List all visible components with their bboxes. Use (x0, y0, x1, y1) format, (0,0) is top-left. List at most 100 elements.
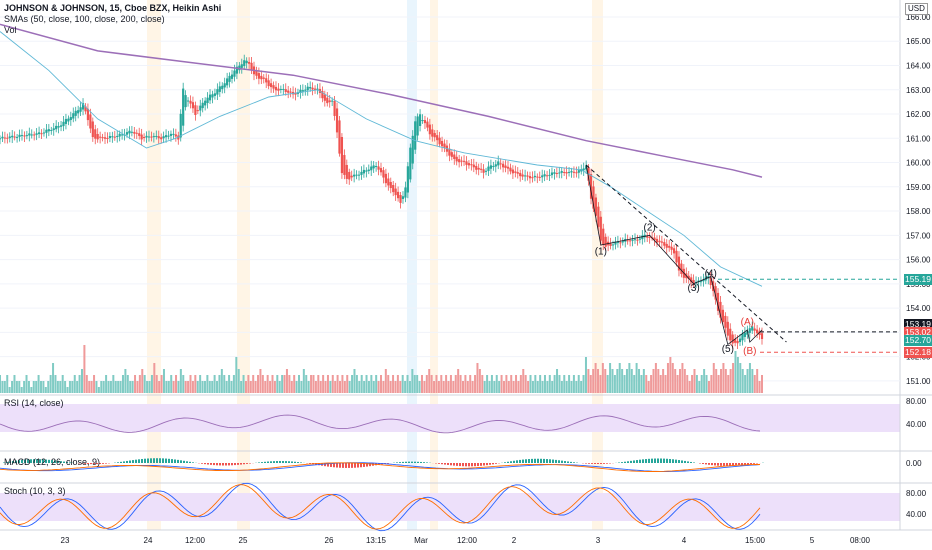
macd-histogram-bar (150, 458, 152, 463)
macd-histogram-bar (738, 463, 740, 466)
candle-body (228, 75, 231, 82)
macd-histogram-bar (351, 463, 353, 468)
volume-bar (194, 375, 197, 393)
macd-histogram-bar (117, 462, 119, 463)
candle-body (279, 88, 282, 90)
volume-bar (252, 375, 255, 393)
volume-bar (281, 375, 284, 393)
volume-bar (172, 381, 175, 393)
macd-histogram-bar (48, 459, 50, 463)
volume-bar (560, 381, 563, 393)
volume-bar (360, 375, 363, 393)
candle-body (365, 170, 368, 172)
volume-bar (611, 369, 614, 393)
indicator-panes (0, 414, 764, 532)
macd-histogram-bar (87, 463, 89, 464)
candle-body (35, 133, 38, 135)
volume-bar (124, 369, 127, 393)
macd-histogram-bar (399, 462, 401, 463)
candle-body (338, 120, 341, 154)
volume-bar (131, 381, 134, 393)
candle-body (235, 66, 239, 74)
macd-histogram-bar (495, 463, 497, 464)
stoch-tick-label: 40.00 (906, 510, 927, 519)
volume-bar (54, 375, 57, 393)
macd-histogram-bar (522, 459, 524, 463)
candle-body (313, 88, 317, 90)
volume-bar (650, 375, 653, 393)
candle-body (404, 187, 407, 198)
macd-histogram-bar (261, 462, 263, 463)
volume-bar (490, 375, 493, 393)
macd-label: MACD (12, 26, close, 9) (4, 457, 101, 467)
volume-bar (592, 369, 595, 393)
macd-histogram-bar (207, 463, 209, 465)
volume-bar (404, 381, 407, 393)
candle-body (116, 135, 119, 138)
volume-bar (105, 375, 108, 393)
macd-histogram-bar (327, 463, 329, 467)
candle-body (267, 80, 270, 87)
macd-histogram-bar (453, 463, 455, 466)
candle-body (426, 121, 429, 128)
candle-body (37, 132, 41, 135)
time-tick-label: 08:00 (850, 536, 871, 545)
volume-bar (343, 381, 346, 393)
candle-body (233, 70, 236, 77)
candle-body (616, 241, 620, 244)
volume-bar (27, 381, 30, 393)
volume-bar (66, 387, 69, 393)
volume-bar (249, 381, 252, 393)
volume-bar (717, 375, 720, 393)
candle-body (453, 154, 456, 160)
volume-bar (78, 375, 81, 393)
volume-bar (597, 369, 600, 393)
volume-bar (642, 369, 645, 393)
volume-bar (11, 381, 14, 393)
volume-bar (232, 375, 235, 393)
macd-histogram-bar (273, 461, 275, 463)
volume-bar (705, 375, 708, 393)
candle-body (25, 135, 28, 137)
candle-body (162, 136, 165, 139)
macd-histogram-bar (705, 463, 707, 465)
currency-label[interactable]: USD (905, 3, 928, 15)
time-axis[interactable]: 23 24 12:00 25 26 13:15 Mar 12:00 2 3 4 15:00 5 08:00 (61, 536, 871, 545)
macd-histogram-bar (702, 463, 704, 464)
candle-body (52, 128, 55, 131)
volume-bar (216, 381, 219, 393)
volume-bar (339, 381, 342, 393)
volume-bar (117, 381, 120, 393)
macd-histogram-bar (36, 459, 38, 463)
volume-bar (623, 375, 626, 393)
rsi-line (0, 414, 761, 434)
time-tick-label: 2 (512, 536, 517, 545)
volume-bar (744, 375, 747, 393)
volume-bar (141, 369, 144, 393)
candle-body (355, 174, 358, 176)
candle-body (629, 240, 632, 242)
candle-body (736, 340, 739, 344)
volume-bar (295, 381, 298, 393)
volume-bar (247, 375, 250, 393)
time-tick-label: Mar (414, 536, 428, 545)
macd-histogram-bar (450, 463, 452, 466)
volume-bar (394, 381, 397, 393)
candle-body (611, 244, 615, 246)
candle-body (135, 132, 138, 134)
volume-bar (218, 375, 221, 393)
candle-body (663, 242, 666, 246)
volume-bar (201, 381, 204, 393)
price-axis[interactable]: 166.00 165.00 164.00 163.00 162.00 161.00 160.… (906, 13, 931, 519)
macd-histogram-bar (141, 458, 143, 463)
candle-body (756, 329, 759, 334)
macd-histogram-bar (534, 458, 536, 463)
volume-bar (56, 381, 59, 393)
volume-bar (553, 375, 556, 393)
macd-histogram-bar (606, 463, 608, 464)
volume-bar (351, 375, 354, 393)
macd-histogram-bar (708, 463, 710, 465)
macd-histogram-bar (132, 460, 134, 463)
volume-bar (486, 375, 489, 393)
